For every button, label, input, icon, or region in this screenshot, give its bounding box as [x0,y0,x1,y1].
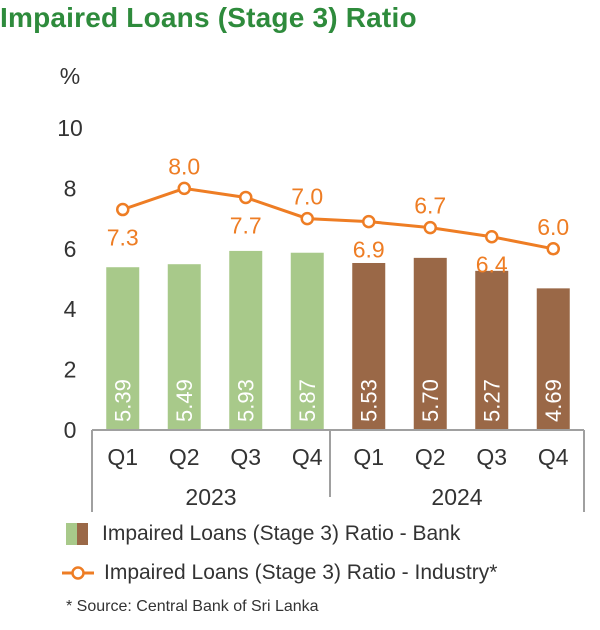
y-tick-label: 4 [64,296,77,322]
bar [290,252,324,430]
legend-item-industry: Impaired Loans (Stage 3) Ratio - Industr… [60,561,497,585]
bar [475,270,509,430]
x-tick-label: Q3 [230,444,261,470]
legend-item-bank: Impaired Loans (Stage 3) Ratio - Bank [66,522,460,546]
legend-swatch-bank-2023 [66,523,77,545]
bar-value-label: 5.93 [233,379,258,422]
bar [536,288,570,430]
industry-point [300,211,314,226]
x-tick-label: Q3 [476,444,507,470]
industry-point [362,214,376,229]
bar [352,262,386,430]
industry-point [546,242,560,256]
industry-value-label: 6.4 [476,252,508,278]
industry-value-label: 8.0 [168,153,200,179]
industry-point [423,220,437,235]
bar-value-label: 5.87 [295,379,320,422]
legend-label-industry: Impaired Loans (Stage 3) Ratio - Industr… [104,561,498,584]
legend-label-bank: Impaired Loans (Stage 3) Ratio - Bank [102,522,461,545]
x-tick-label: Q1 [353,444,384,470]
legend-swatch-bank-2024 [77,523,88,545]
y-tick-label: 6 [64,236,77,262]
industry-value-label: 6.7 [414,193,446,219]
y-tick-label: 10 [57,115,83,141]
industry-point [239,190,253,205]
bar-value-label: 5.49 [172,379,197,422]
x-tick-label: Q2 [415,444,446,470]
bar [229,250,263,430]
chart-title: Impaired Loans (Stage 3) Ratio [0,2,417,33]
x-group-label: 2023 [185,484,236,510]
x-tick-label: Q4 [538,444,569,470]
bar-value-label: 5.53 [356,379,381,422]
bar-value-label: 5.39 [110,379,135,422]
industry-value-label: 7.0 [291,184,323,210]
y-tick-label: 8 [64,175,77,201]
bar [413,257,447,430]
x-group-label: 2024 [431,484,482,510]
industry-point [177,181,191,196]
source-note: * Source: Central Bank of Sri Lanka [66,598,319,615]
y-axis-unit: % [60,63,80,89]
industry-point [485,229,499,244]
x-tick-label: Q4 [292,444,323,470]
chart-plot: % 0 2 4 6 8 10 5.39 5.49 5.93 5.87 5.53 5.70 5.27 4.69… [57,63,585,512]
x-tick-label: Q2 [169,444,200,470]
bar-value-label: 4.69 [541,379,566,422]
x-tick-label: Q1 [107,444,138,470]
legend-line-industry [62,566,94,580]
bar-value-label: 5.27 [479,379,504,422]
y-tick-label: 2 [64,357,77,383]
industry-value-label: 6.9 [353,237,385,263]
industry-point [116,202,130,217]
industry-value-label: 6.0 [537,214,569,240]
bar [167,264,201,430]
bar-value-label: 5.70 [418,379,443,422]
y-tick-label: 0 [64,417,77,443]
industry-value-label: 7.3 [107,225,139,251]
bar [106,267,140,430]
industry-value-label: 7.7 [230,212,262,238]
industry-line [122,186,554,251]
